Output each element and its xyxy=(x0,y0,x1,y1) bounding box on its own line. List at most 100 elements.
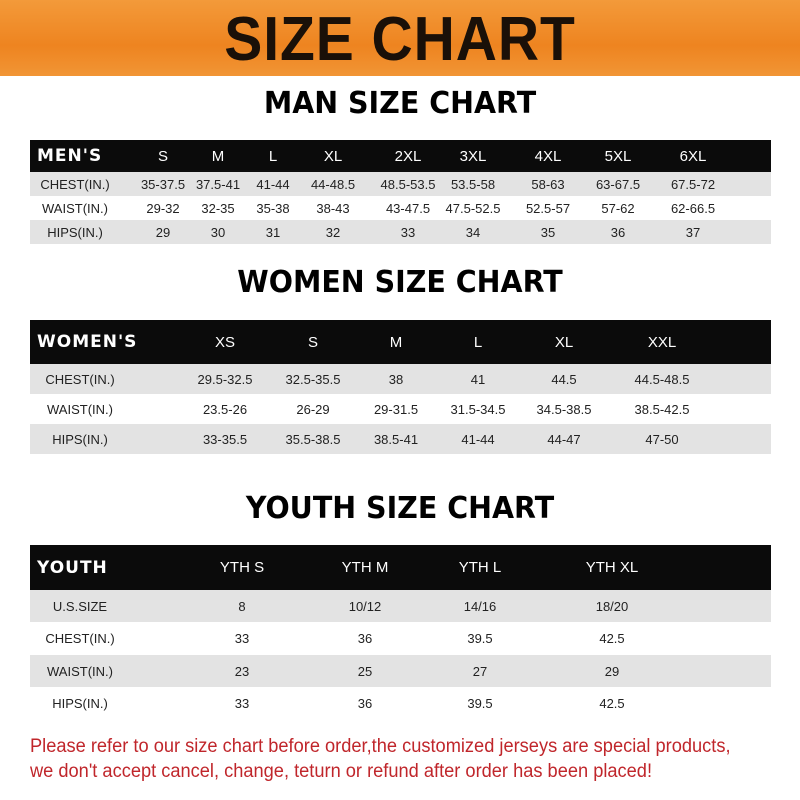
table-cell: 36 xyxy=(610,224,626,240)
size-header: L xyxy=(473,333,483,351)
size-header: 6XL xyxy=(679,147,707,165)
table-cell: 39.5 xyxy=(467,695,493,711)
table-cell: 18/20 xyxy=(595,598,629,614)
table-cell: 44.5-48.5 xyxy=(634,371,690,387)
size-chart-banner: SIZE CHART xyxy=(0,0,800,76)
size-header: S xyxy=(307,333,319,351)
size-header: YTH S xyxy=(219,559,265,576)
table-cell: 29.5-32.5 xyxy=(197,371,253,387)
table-cell: 32 xyxy=(325,224,341,240)
size-header: YTH M xyxy=(341,559,389,576)
table-cell: 43-47.5 xyxy=(385,200,431,216)
table-cell: 36 xyxy=(357,695,373,711)
table-row: CHEST(IN.) 33 36 39.5 42.5 xyxy=(30,622,771,655)
table-cell: 33 xyxy=(234,631,250,646)
size-header: 3XL xyxy=(459,147,487,165)
table-cell: 37 xyxy=(685,224,701,240)
size-header: XL xyxy=(554,333,574,351)
row-label: HIPS(IN.) xyxy=(52,431,108,447)
table-cell: 47.5-52.5 xyxy=(445,200,501,216)
table-cell: 38.5-42.5 xyxy=(634,401,690,417)
size-header: M xyxy=(211,147,225,165)
table-title: YOUTH xyxy=(37,557,108,578)
header-row: WOMEN'S XS S M L XL XXL xyxy=(30,320,771,364)
size-header: XL xyxy=(323,147,343,165)
order-notice-line: Please refer to our size chart before or… xyxy=(30,736,731,757)
table-cell: 41-44 xyxy=(256,176,290,192)
table-row: HIPS(IN.) 29 30 31 32 33 34 35 36 37 xyxy=(30,220,771,244)
row-label: CHEST(IN.) xyxy=(45,371,115,387)
row-label: WAIST(IN.) xyxy=(47,401,113,417)
table-cell: 38 xyxy=(388,371,404,387)
order-notice: Please refer to our size chart before or… xyxy=(30,734,760,784)
table-cell: 63-67.5 xyxy=(595,176,641,192)
table-cell: 37.5-41 xyxy=(195,176,241,192)
table-cell: 10/12 xyxy=(348,598,382,614)
table-cell: 34 xyxy=(465,224,481,240)
table-cell: 62-66.5 xyxy=(670,200,716,216)
table-cell: 47-50 xyxy=(645,431,679,447)
table-cell: 44.5 xyxy=(551,371,577,387)
table-cell: 36 xyxy=(357,631,373,646)
table-cell: 67.5-72 xyxy=(670,176,716,192)
table-row: HIPS(IN.) 33 36 39.5 42.5 xyxy=(30,687,771,719)
size-header: 5XL xyxy=(604,147,632,165)
row-label: WAIST(IN.) xyxy=(42,200,108,216)
women-size-table: WOMEN'S XS S M L XL XXL CHEST(IN.) 29.5-32.5 32.5… xyxy=(30,320,771,454)
table-cell: 29-32 xyxy=(146,200,180,216)
youth-size-table: YOUTH YTH S YTH M YTH L YTH XL U.S.SIZE 8 10/12… xyxy=(30,545,771,719)
table-cell: 30 xyxy=(210,224,226,240)
table-cell: 8 xyxy=(238,598,246,614)
table-row: WAIST(IN.) 29-32 32-35 35-38 38-43 43-47.5 47.… xyxy=(30,196,771,220)
table-cell: 31 xyxy=(265,224,281,240)
table-row: U.S.SIZE 8 10/12 14/16 18/20 xyxy=(30,590,771,622)
table-cell: 42.5 xyxy=(599,631,625,646)
table-cell: 34.5-38.5 xyxy=(536,401,592,417)
row-label: WAIST(IN.) xyxy=(47,663,113,679)
row-label: CHEST(IN.) xyxy=(40,176,110,192)
table-cell: 27 xyxy=(472,663,488,679)
table-row: CHEST(IN.) 35-37.5 37.5-41 41-44 44-48.5 48.5… xyxy=(30,172,771,196)
row-label: CHEST(IN.) xyxy=(45,631,115,646)
size-header: 4XL xyxy=(534,147,562,165)
women-section-title: WOMEN SIZE CHART xyxy=(237,265,563,300)
table-cell: 35 xyxy=(540,224,556,240)
size-header: YTH XL xyxy=(585,559,639,576)
table-cell: 23 xyxy=(234,663,250,679)
table-cell: 41 xyxy=(470,371,486,387)
table-cell: 29 xyxy=(155,224,171,240)
table-cell: 52.5-57 xyxy=(525,200,571,216)
youth-section-title: YOUTH SIZE CHART xyxy=(245,491,555,526)
size-header: XXL xyxy=(647,333,677,351)
table-cell: 35-37.5 xyxy=(140,176,186,192)
table-cell: 41-44 xyxy=(461,431,495,447)
table-cell: 58-63 xyxy=(531,176,565,192)
table-cell: 23.5-26 xyxy=(202,401,248,417)
size-header: XS xyxy=(214,333,236,351)
table-cell: 39.5 xyxy=(467,631,493,646)
table-row: WAIST(IN.) 23 25 27 29 xyxy=(30,655,771,687)
table-title: WOMEN'S xyxy=(37,332,138,352)
table-cell: 26-29 xyxy=(296,401,330,417)
header-row: MEN'S S M L XL 2XL 3XL 4XL 5XL 6XL xyxy=(30,140,771,172)
order-notice-line: we don't accept cancel, change, teturn o… xyxy=(30,761,653,782)
table-cell: 57-62 xyxy=(601,200,635,216)
table-cell: 32.5-35.5 xyxy=(285,371,341,387)
table-cell: 38-43 xyxy=(316,200,350,216)
table-cell: 33-35.5 xyxy=(202,431,248,447)
table-cell: 29 xyxy=(604,663,620,679)
table-cell: 25 xyxy=(357,663,373,679)
table-row: HIPS(IN.) 33-35.5 35.5-38.5 38.5-41 41-44 44-… xyxy=(30,424,771,454)
table-cell: 33 xyxy=(400,224,416,240)
table-cell: 35.5-38.5 xyxy=(285,431,341,447)
table-cell: 48.5-53.5 xyxy=(380,176,436,192)
men-size-table: MEN'S S M L XL 2XL 3XL 4XL 5XL 6XL CHEST(IN.) 35-37… xyxy=(30,140,771,244)
table-title: MEN'S xyxy=(37,146,103,166)
row-label: HIPS(IN.) xyxy=(47,224,103,240)
table-row: WAIST(IN.) 23.5-26 26-29 29-31.5 31.5-34.5 34… xyxy=(30,394,771,424)
table-cell: 33 xyxy=(234,695,250,711)
size-header: M xyxy=(389,333,403,351)
table-row: CHEST(IN.) 29.5-32.5 32.5-35.5 38 41 44.5 44.5… xyxy=(30,364,771,394)
table-cell: 32-35 xyxy=(201,200,235,216)
table-cell: 44-47 xyxy=(547,431,581,447)
